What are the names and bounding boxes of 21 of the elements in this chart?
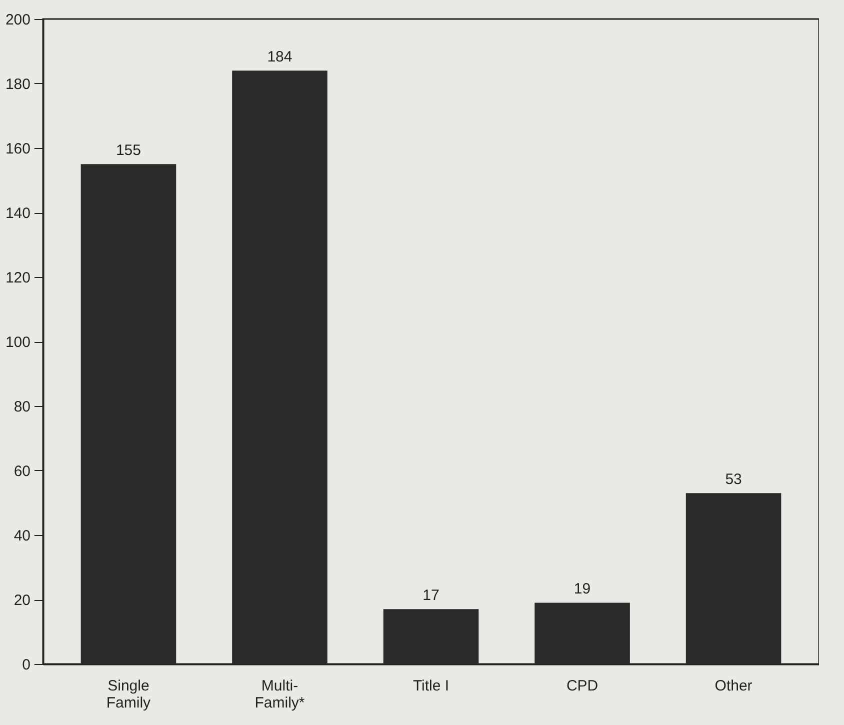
data-label: 17 xyxy=(422,587,440,604)
y-tick-label: 200 xyxy=(5,12,30,28)
data-label: 53 xyxy=(725,471,742,488)
y-tick-label: 40 xyxy=(14,528,30,544)
y-tick-label: 160 xyxy=(5,140,30,158)
y-tick-label: 140 xyxy=(5,205,30,222)
y-tick-label: 80 xyxy=(14,398,30,416)
y-tick-label: 180 xyxy=(5,76,30,93)
data-label: 155 xyxy=(116,142,141,160)
x-tick-label: CPD xyxy=(566,678,598,694)
y-tick-label: 120 xyxy=(5,270,30,286)
y-tick-label: 100 xyxy=(5,334,30,351)
x-tick-label: Multi-Family* xyxy=(254,678,305,712)
y-tick-label: 20 xyxy=(14,592,30,609)
data-label: 184 xyxy=(267,48,292,66)
y-tick-label: 0 xyxy=(22,656,30,674)
y-tick-label: 60 xyxy=(14,463,30,480)
data-label: 19 xyxy=(574,580,591,598)
x-tick-label: Title I xyxy=(412,678,450,694)
x-tick-label: Other xyxy=(714,678,752,694)
x-tick-label: Single Family xyxy=(106,678,152,712)
